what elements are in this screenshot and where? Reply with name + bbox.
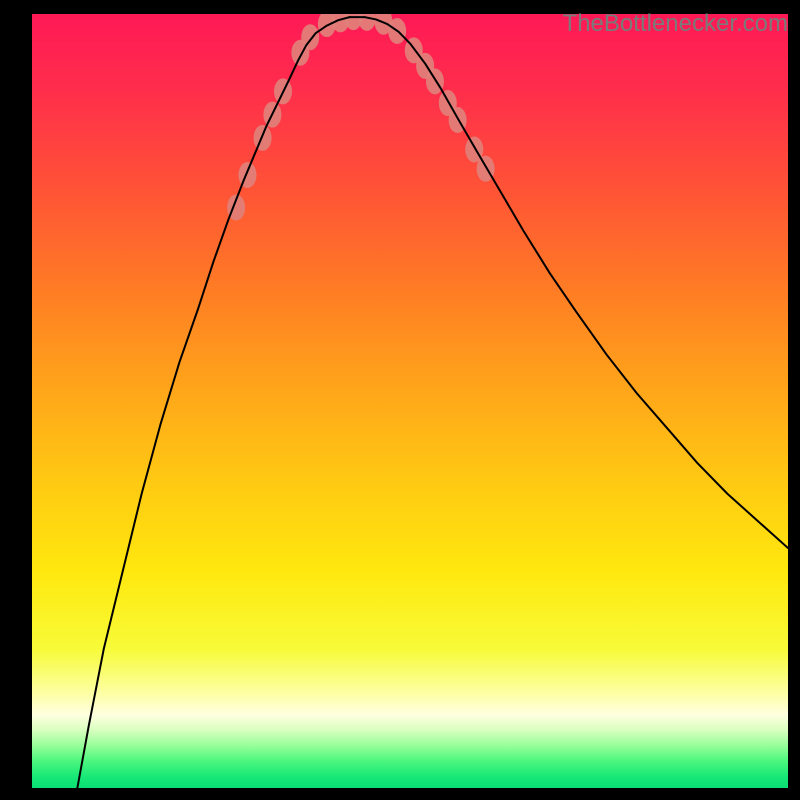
chart-background — [32, 14, 788, 788]
curve-marker — [238, 162, 256, 188]
watermark-label: TheBottlenecker.com — [563, 10, 788, 38]
chart-svg — [32, 14, 788, 788]
chart-plot-area — [32, 14, 788, 788]
curve-marker — [301, 24, 319, 50]
